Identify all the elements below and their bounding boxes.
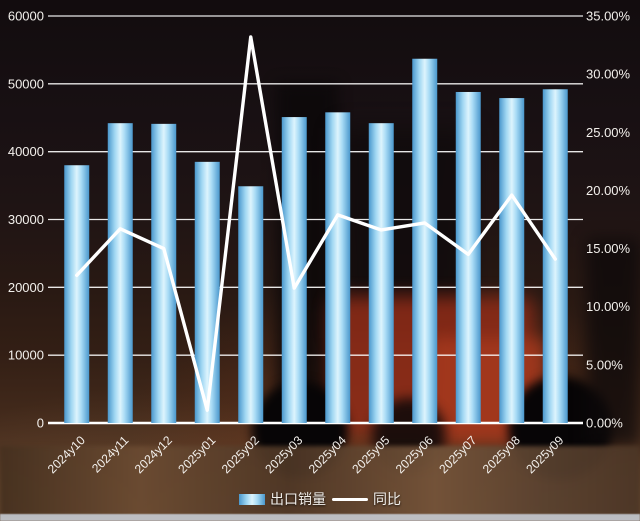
x-axis-label-2024y10: 2024y10	[45, 433, 88, 476]
line-series-swatch-icon	[332, 497, 368, 501]
right-axis-tick-label: 10.00%	[586, 299, 631, 314]
x-axis-label-2025y06: 2025y06	[393, 433, 436, 476]
left-axis-tick-label: 40000	[8, 144, 44, 159]
bar-2025y04	[325, 112, 351, 423]
x-axis-label-2025y03: 2025y03	[262, 433, 305, 476]
bar-2024y12	[151, 123, 177, 423]
x-axis-label-2025y08: 2025y08	[480, 433, 523, 476]
x-axis-label-2025y07: 2025y07	[436, 433, 479, 476]
x-axis-label-2025y02: 2025y02	[219, 433, 262, 476]
bar-2025y08	[499, 98, 525, 423]
trend-line	[75, 35, 557, 412]
legend-item-bar-series: 出口销量	[239, 489, 326, 509]
x-axis-label-2024y12: 2024y12	[132, 433, 175, 476]
right-axis-tick-label: 0.00%	[586, 416, 623, 431]
left-axis-tick-label: 30000	[8, 212, 44, 227]
x-axis-label-2024y11: 2024y11	[89, 433, 131, 475]
bar-2025y06	[412, 58, 438, 424]
right-axis-tick-label: 30.00%	[586, 67, 631, 82]
legend-item-line-series: 同比	[332, 489, 401, 509]
bar-2025y05	[368, 123, 394, 423]
x-axis-label-2025y09: 2025y09	[523, 433, 566, 476]
bar-2025y07	[455, 91, 481, 424]
left-axis-tick-label: 20000	[8, 280, 44, 295]
bar-2024y11	[107, 123, 133, 423]
bar-2025y03	[281, 117, 307, 424]
left-axis-tick-label: 60000	[8, 9, 44, 24]
x-axis-label-2025y04: 2025y04	[306, 433, 349, 476]
right-axis-tick-label: 35.00%	[586, 9, 631, 24]
right-axis-tick-label: 15.00%	[586, 241, 631, 256]
x-axis-label-2025y05: 2025y05	[349, 433, 392, 476]
chart-legend: 出口销量 同比	[239, 489, 401, 509]
left-axis-tick-label: 0	[37, 416, 44, 431]
bar-2024y10	[64, 165, 90, 423]
left-axis-tick-label: 50000	[8, 76, 44, 91]
right-axis-tick-label: 25.00%	[586, 125, 631, 140]
bar-series-swatch-icon	[239, 493, 265, 505]
bar-series-label: 出口销量	[270, 491, 326, 507]
x-axis-label-2025y01: 2025y01	[175, 433, 218, 476]
right-axis-tick-label: 5.00%	[586, 357, 623, 372]
left-axis-tick-label: 10000	[8, 348, 44, 363]
bar-2025y02	[238, 186, 264, 423]
right-axis-tick-label: 20.00%	[586, 183, 631, 198]
line-series-label: 同比	[373, 491, 401, 507]
